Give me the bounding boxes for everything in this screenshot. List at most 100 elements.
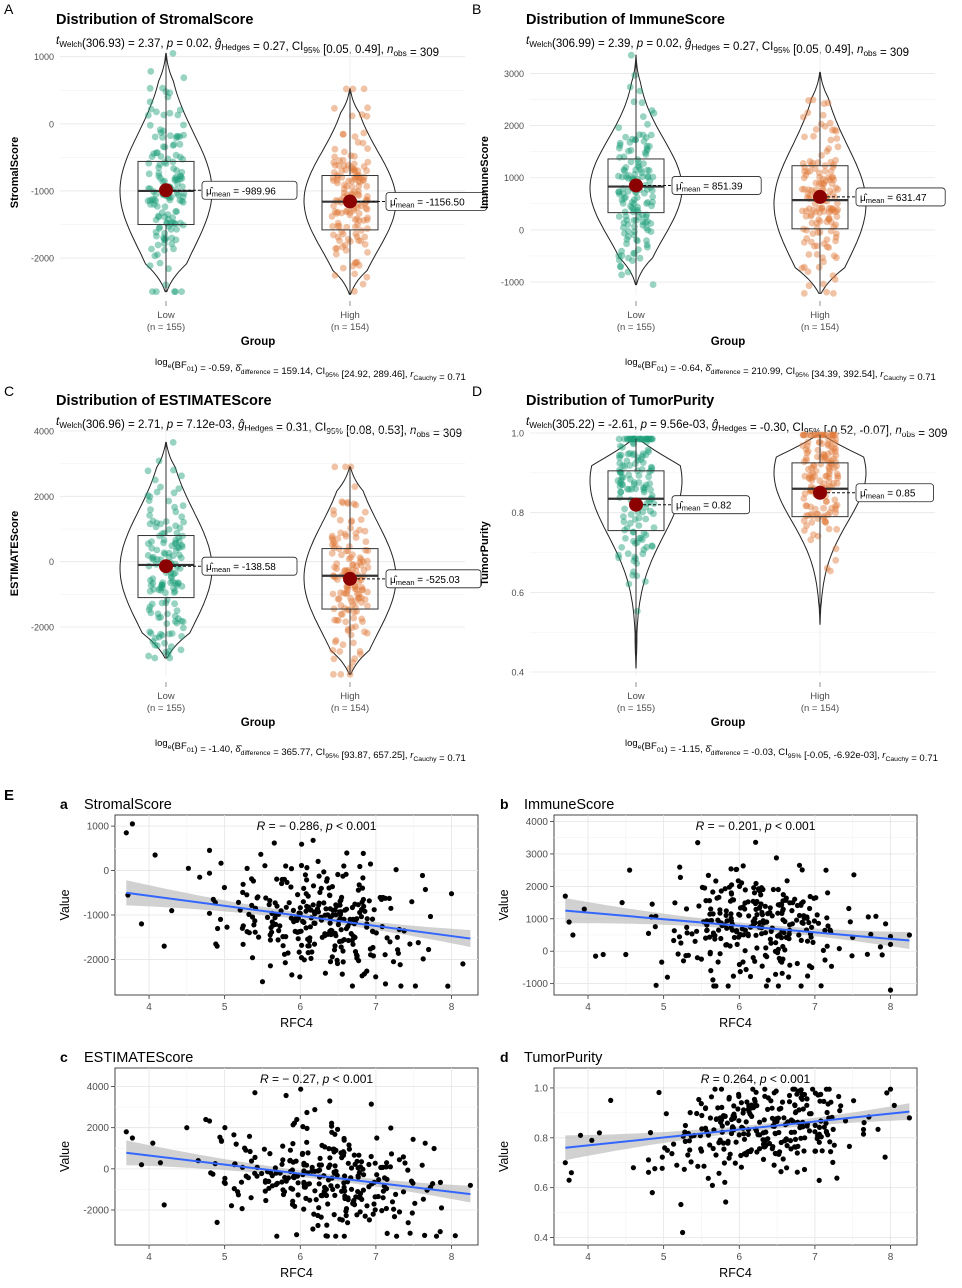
jitter-point: [630, 435, 637, 443]
jitter-point: [620, 518, 628, 526]
stat-part: ) = -1.15,: [664, 744, 705, 755]
jitter-point: [642, 213, 650, 221]
stat-part: Cauchy: [885, 756, 909, 763]
scatter-point: [343, 1208, 349, 1214]
jitter-point: [169, 214, 177, 222]
jitter-point: [640, 484, 647, 492]
scatter-point: [343, 926, 349, 932]
scatter-point: [250, 878, 256, 884]
scatter-point: [334, 1172, 340, 1178]
jitter-point: [152, 216, 160, 224]
scatter-point: [784, 1143, 790, 1149]
scatter-point: [792, 896, 798, 902]
jitter-point: [627, 519, 634, 527]
scatter-point: [728, 1130, 735, 1137]
jitter-point: [360, 163, 368, 170]
jitter-point: [352, 567, 360, 574]
jitter-point: [180, 74, 188, 82]
jitter-point: [819, 451, 827, 458]
scatter-point: [764, 954, 770, 960]
y-axis-label: Value: [497, 1141, 511, 1172]
jitter-point: [351, 287, 358, 295]
jitter-point: [352, 534, 360, 541]
scatter-point: [717, 1115, 723, 1121]
jitter-point: [813, 219, 821, 227]
jitter-point: [357, 561, 365, 569]
jitter-point: [808, 518, 816, 526]
scatter-point: [275, 937, 281, 943]
jitter-point: [627, 511, 635, 518]
mean-point: [159, 559, 173, 574]
scatter-point: [730, 1125, 736, 1131]
scatter-point: [231, 1132, 237, 1138]
jitter-point: [348, 183, 356, 191]
mean-label-sub: mean: [212, 565, 231, 574]
box-iqr: [137, 160, 195, 226]
scatter-point: [671, 1141, 677, 1147]
jitter-point: [645, 435, 653, 443]
annotation-part: = − 0.201,: [704, 819, 765, 833]
jitter-point: [345, 177, 353, 185]
scatter-point: [750, 1105, 757, 1111]
scatter-point: [262, 863, 268, 869]
jitter-point: [166, 109, 174, 117]
mean-point: [629, 178, 643, 193]
jitter-point: [364, 214, 371, 222]
jitter-point: [332, 250, 340, 258]
scatter-point: [653, 982, 659, 988]
stat-part: 95%: [303, 46, 320, 55]
jitter-point: [339, 156, 347, 164]
jitter-point: [622, 535, 629, 542]
scatter-point: [823, 867, 829, 873]
jitter-point: [621, 505, 628, 513]
stat-part: ĝ: [215, 38, 222, 50]
jitter-point: [799, 431, 807, 439]
scatter-point: [675, 951, 681, 957]
jitter-point: [808, 211, 815, 219]
stat-part: t: [526, 416, 530, 428]
jitter-point: [802, 454, 810, 462]
jitter-point: [824, 456, 831, 464]
jitter-point: [339, 131, 347, 138]
stat-part: = 0.71: [437, 372, 466, 383]
jitter-point: [819, 111, 827, 119]
x-tick-n: (n = 155): [617, 703, 655, 714]
jitter-point: [804, 512, 812, 519]
jitter-point: [352, 597, 360, 605]
jitter-point: [330, 507, 337, 514]
jitter-point: [172, 539, 180, 547]
jitter-point: [364, 588, 371, 596]
jitter-point: [813, 224, 821, 232]
stat-part: obs: [863, 49, 876, 58]
jitter-point: [157, 630, 165, 638]
jitter-point: [815, 169, 823, 177]
scatter-point: [244, 865, 250, 872]
x-tick-label: 7: [373, 1002, 379, 1013]
scatter-point: [360, 1187, 366, 1193]
jitter-point: [331, 161, 339, 169]
jitter-point: [827, 460, 835, 468]
scatter-point: [566, 919, 572, 925]
jitter-point: [829, 173, 837, 181]
y-tick-label: 0: [542, 947, 548, 958]
jitter-point: [807, 471, 814, 479]
jitter-point: [331, 563, 338, 571]
scatter-point: [288, 1185, 294, 1191]
jitter-point: [145, 540, 152, 548]
jitter-point: [624, 227, 632, 235]
jitter-point: [798, 264, 806, 272]
jitter-point: [156, 126, 164, 133]
scatter-point: [150, 1140, 156, 1146]
jitter-point: [814, 453, 821, 461]
jitter-point: [807, 503, 815, 511]
jitter-point: [806, 475, 813, 482]
jitter-point: [647, 131, 655, 139]
jitter-point: [645, 473, 652, 481]
jitter-point: [172, 236, 180, 244]
scatter-point: [271, 840, 277, 846]
jitter-point: [364, 158, 372, 166]
scatter-point: [330, 907, 336, 913]
scatter-point: [801, 1148, 807, 1154]
jitter-point: [170, 489, 178, 497]
